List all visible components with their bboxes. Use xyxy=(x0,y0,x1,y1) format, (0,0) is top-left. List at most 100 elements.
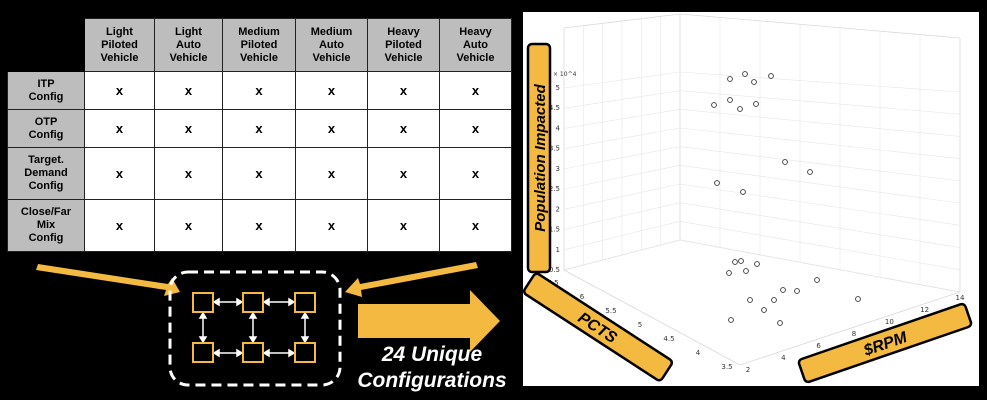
matrix-cell: x xyxy=(367,147,440,200)
matrix-cell: x xyxy=(154,147,223,200)
z-ticks: 0.5 1 1.5 2 2.5 3 3.5 4 4.5 5 xyxy=(549,84,561,274)
network-box xyxy=(168,270,342,387)
matrix-cell: x xyxy=(367,71,440,110)
matrix-row: ITP Config x x x x x x xyxy=(7,71,512,110)
caption-line-2: Configurations xyxy=(357,369,507,392)
scatter-point xyxy=(737,106,743,112)
y-tick-label: 4 xyxy=(696,349,701,357)
configuration-matrix: Light Piloted Vehicle Light Auto Vehicle Mediu… xyxy=(7,18,512,252)
row-header-line: Mix xyxy=(36,219,56,231)
z-tick-label: 3.5 xyxy=(549,145,560,153)
scatter-point xyxy=(727,97,733,103)
column-header-line: Heavy xyxy=(387,25,420,38)
scatter-point xyxy=(727,76,733,82)
column-header-line: Auto xyxy=(318,38,345,51)
scatter-point xyxy=(753,101,759,107)
scatter-point xyxy=(747,297,753,303)
column-header-line: Vehicle xyxy=(384,51,423,64)
matrix-corner xyxy=(7,18,85,72)
column-header-line: Medium xyxy=(238,25,280,38)
column-header: Medium Auto Vehicle xyxy=(295,18,368,72)
x-tick-label: 8 xyxy=(852,330,856,338)
column-header-line: Vehicle xyxy=(100,51,139,64)
z-tick-label: 1 xyxy=(556,246,560,254)
row-header-line: ITP xyxy=(37,77,55,90)
column-header: Medium Piloted Vehicle xyxy=(222,18,296,72)
scatter-point xyxy=(780,287,786,293)
matrix-cell: x xyxy=(439,147,512,200)
network-node xyxy=(242,292,264,313)
network-diagram xyxy=(192,292,316,363)
grid-line xyxy=(679,202,961,248)
column-header-line: Medium xyxy=(310,25,353,38)
grid-line xyxy=(679,127,961,159)
scatter-point xyxy=(782,159,788,165)
matrix-cell: x xyxy=(439,199,512,252)
x-tick-label: 14 xyxy=(956,294,965,302)
matrix-cell: x xyxy=(439,71,512,110)
scatter-point xyxy=(768,73,774,79)
column-header-line: Light xyxy=(106,25,133,38)
x-tick-label: 4 xyxy=(781,354,786,362)
column-header-line: Heavy xyxy=(459,25,492,38)
x-tick-label: 6 xyxy=(816,342,821,350)
row-header-line: Close/Far xyxy=(20,206,72,218)
scatter-point xyxy=(794,288,800,294)
z-exponent: × 10^4 xyxy=(553,71,577,78)
plot-grid-lines xyxy=(563,16,961,293)
scatter-point xyxy=(754,261,760,267)
scatter-point xyxy=(732,259,738,265)
y-tick-label: 6 xyxy=(580,293,585,301)
z-tick-label: 1.5 xyxy=(549,226,560,234)
matrix-cell: x xyxy=(154,199,223,252)
column-header-line: Auto xyxy=(462,38,489,51)
scatter-point xyxy=(855,296,861,302)
column-header-line: Auto xyxy=(175,38,202,51)
column-header-line: Vehicle xyxy=(169,51,208,64)
matrix-row: Close/Far Mix Config x x x x x x xyxy=(7,199,512,252)
row-header-line: Demand xyxy=(24,167,68,179)
right-pointer-arrow xyxy=(345,262,478,297)
matrix-row: OTP Config x x x x x x xyxy=(7,109,512,148)
grid-line xyxy=(679,221,961,271)
caption-line-1: 24 Unique xyxy=(381,343,483,366)
network-node xyxy=(294,342,316,363)
column-header-line: Piloted xyxy=(240,38,278,51)
network-node xyxy=(192,342,214,363)
scatter-point xyxy=(728,317,734,323)
z-tick-label: 4.5 xyxy=(549,104,560,112)
column-header-line: Piloted xyxy=(101,38,138,51)
network-node xyxy=(192,292,214,313)
row-header: ITP Config xyxy=(7,71,85,110)
z-axis-label: Population Impacted xyxy=(526,42,552,274)
z-tick-label: 3 xyxy=(556,165,560,173)
column-header: Light Auto Vehicle xyxy=(154,18,223,72)
matrix-cell: x xyxy=(367,109,440,148)
grid-line xyxy=(679,90,961,115)
column-header-line: Vehicle xyxy=(456,51,495,64)
grid-line xyxy=(679,239,961,293)
row-header-line: Config xyxy=(28,180,64,192)
row-header-line: Config xyxy=(28,232,64,244)
z-tick-label: 2 xyxy=(556,205,560,213)
z-axis-label-text: Population Impacted xyxy=(532,83,549,231)
grid-line xyxy=(679,109,961,137)
x-ticks: 2 4 6 8 10 12 14 xyxy=(746,294,965,374)
matrix-cell: x xyxy=(84,147,155,200)
scatter-point xyxy=(738,258,744,264)
matrix-cell: x xyxy=(84,199,155,252)
scatter-point xyxy=(751,79,757,85)
row-header: Target. Demand Config xyxy=(7,147,85,200)
y-tick-label: 3.5 xyxy=(721,363,732,371)
z-tick-label: 5 xyxy=(556,84,560,92)
scatter-point xyxy=(777,320,783,326)
scatter-point xyxy=(807,169,813,175)
y-tick-label: 5.5 xyxy=(605,307,616,315)
scatter-point xyxy=(711,102,717,108)
network-node xyxy=(242,342,264,363)
row-header: Close/Far Mix Config xyxy=(7,199,85,252)
matrix-row: Target. Demand Config x x x x x x xyxy=(7,147,512,200)
column-header-line: Vehicle xyxy=(240,51,278,64)
z-tick-label: 2.5 xyxy=(549,185,560,193)
